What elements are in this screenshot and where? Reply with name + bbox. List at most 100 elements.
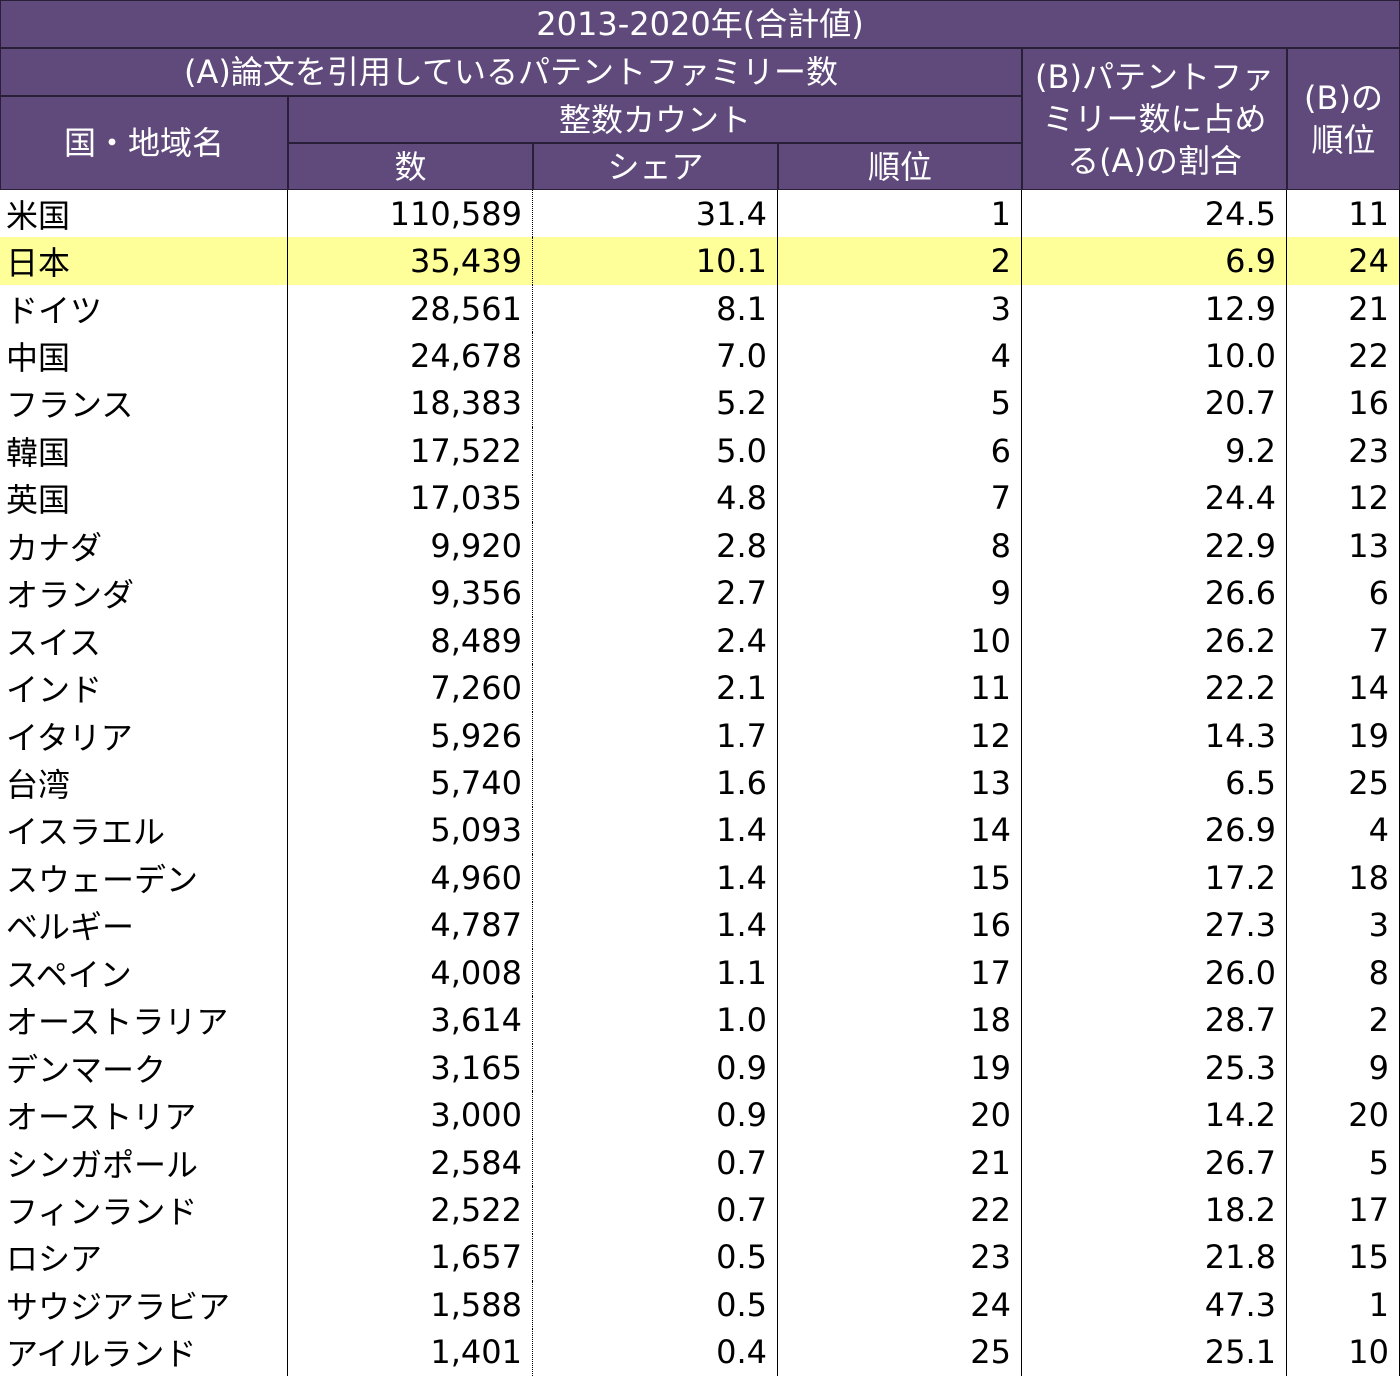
- cell-value: 7,260: [288, 664, 533, 712]
- cell-value: 1.0: [533, 996, 778, 1044]
- cell-value: 3,614: [288, 996, 533, 1044]
- cell-name: フランス: [0, 379, 288, 428]
- cell-value: 0.9: [533, 1043, 778, 1092]
- cell-value: 18.2: [1022, 1186, 1287, 1234]
- cell-value: 7.0: [533, 332, 778, 380]
- cell-value: 25.1: [1022, 1328, 1287, 1376]
- cell-value: 12: [1287, 474, 1400, 523]
- cell-value: 28.7: [1022, 996, 1287, 1044]
- cell-value: 25: [778, 1328, 1022, 1376]
- cell-name: オーストリア: [0, 1091, 288, 1139]
- cell-value: 17: [1287, 1186, 1400, 1234]
- cell-name: オーストラリア: [0, 996, 288, 1044]
- cell-value: 12: [778, 711, 1022, 760]
- cell-value: 14.3: [1022, 711, 1287, 760]
- cell-value: 110,589: [288, 190, 533, 238]
- cell-value: 6.5: [1022, 759, 1287, 807]
- title: 2013-2020年(合計値): [0, 0, 1400, 48]
- cell-value: 12.9: [1022, 284, 1287, 333]
- cell-value: 0.5: [533, 1233, 778, 1282]
- cell-value: 4: [778, 332, 1022, 380]
- cell-value: 8.1: [533, 284, 778, 333]
- cell-value: 4,008: [288, 949, 533, 997]
- cell-value: 19: [1287, 711, 1400, 760]
- cell-value: 22: [1287, 332, 1400, 380]
- cell-value: 8: [1287, 949, 1400, 997]
- cell-value: 4.8: [533, 474, 778, 523]
- cell-value: 6: [1287, 569, 1400, 617]
- column-header: 順位: [778, 143, 1022, 190]
- cell-value: 24: [1287, 237, 1400, 285]
- cell-value: 18,383: [288, 379, 533, 428]
- cell-value: 0.5: [533, 1281, 778, 1329]
- cell-value: 5,926: [288, 711, 533, 760]
- cell-value: 1,588: [288, 1281, 533, 1329]
- cell-value: 24: [778, 1281, 1022, 1329]
- cell-value: 22.9: [1022, 522, 1287, 570]
- cell-value: 1.4: [533, 854, 778, 902]
- cell-value: 16: [778, 901, 1022, 950]
- cell-value: 1.1: [533, 949, 778, 997]
- cell-value: 2.8: [533, 522, 778, 570]
- column-header: 国・地域名: [0, 96, 288, 190]
- cell-value: 2.1: [533, 664, 778, 712]
- cell-value: 17,035: [288, 474, 533, 523]
- cell-value: 24.5: [1022, 190, 1287, 238]
- cell-value: 13: [1287, 522, 1400, 570]
- cell-name: イスラエル: [0, 806, 288, 855]
- cell-value: 16: [1287, 379, 1400, 428]
- cell-name: デンマーク: [0, 1043, 288, 1092]
- cell-value: 1,657: [288, 1233, 533, 1282]
- cell-name: スウェーデン: [0, 854, 288, 902]
- cell-name: 英国: [0, 474, 288, 523]
- cell-value: 2,522: [288, 1186, 533, 1234]
- cell-name: ドイツ: [0, 284, 288, 333]
- cell-value: 9: [1287, 1043, 1400, 1092]
- cell-value: 9.2: [1022, 427, 1287, 475]
- cell-name: 韓国: [0, 427, 288, 475]
- cell-value: 4,787: [288, 901, 533, 950]
- cell-value: 4: [1287, 806, 1400, 855]
- cell-value: 1.6: [533, 759, 778, 807]
- cell-value: 0.4: [533, 1328, 778, 1376]
- cell-value: 21: [1287, 284, 1400, 333]
- cell-value: 47.3: [1022, 1281, 1287, 1329]
- cell-value: 14: [1287, 664, 1400, 712]
- cell-value: 5.0: [533, 427, 778, 475]
- cell-value: 5,740: [288, 759, 533, 807]
- cell-value: 1: [778, 190, 1022, 238]
- cell-name: ロシア: [0, 1233, 288, 1282]
- cell-value: 3: [778, 284, 1022, 333]
- column-header: シェア: [533, 143, 778, 190]
- cell-value: 10: [1287, 1328, 1400, 1376]
- cell-value: 3,000: [288, 1091, 533, 1139]
- cell-value: 1: [1287, 1281, 1400, 1329]
- cell-value: 2,584: [288, 1138, 533, 1187]
- cell-value: 9: [778, 569, 1022, 617]
- cell-name: オランダ: [0, 569, 288, 617]
- cell-value: 24,678: [288, 332, 533, 380]
- cell-value: 5,093: [288, 806, 533, 855]
- cell-value: 14: [778, 806, 1022, 855]
- cell-value: 17.2: [1022, 854, 1287, 902]
- cell-value: 22.2: [1022, 664, 1287, 712]
- cell-name: 中国: [0, 332, 288, 380]
- cell-name: アイルランド: [0, 1328, 288, 1376]
- cell-value: 9,356: [288, 569, 533, 617]
- cell-value: 15: [778, 854, 1022, 902]
- cell-value: 5: [1287, 1138, 1400, 1187]
- cell-value: 17,522: [288, 427, 533, 475]
- cell-name: イタリア: [0, 711, 288, 760]
- cell-name: シンガポール: [0, 1138, 288, 1187]
- cell-value: 8: [778, 522, 1022, 570]
- cell-value: 21: [778, 1138, 1022, 1187]
- cell-name: 台湾: [0, 759, 288, 807]
- cell-value: 17: [778, 949, 1022, 997]
- cell-value: 2: [1287, 996, 1400, 1044]
- cell-value: 1.7: [533, 711, 778, 760]
- cell-name: フィンランド: [0, 1186, 288, 1234]
- cell-value: 3,165: [288, 1043, 533, 1092]
- cell-name: サウジアラビア: [0, 1281, 288, 1329]
- cell-name: インド: [0, 664, 288, 712]
